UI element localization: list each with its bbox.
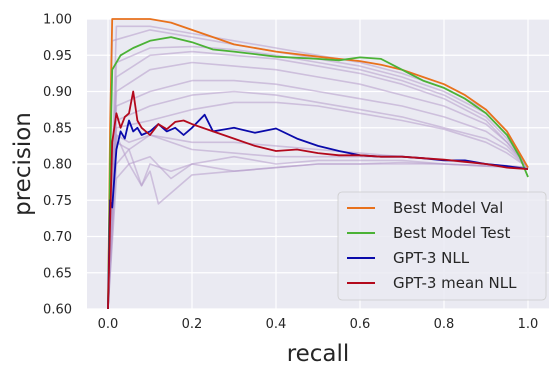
legend-label: Best Model Val <box>393 199 503 217</box>
series-line-gpt-3-mean-nll <box>107 90 529 310</box>
y-tick-label: 0.65 <box>43 266 72 281</box>
legend-label: GPT-3 mean NLL <box>393 274 517 292</box>
background-run-line <box>107 134 529 310</box>
y-tick-label: 0.60 <box>43 303 72 318</box>
x-tick-label: 0.0 <box>98 317 119 332</box>
background-run-line <box>107 50 529 310</box>
series-line-best-model-test <box>107 36 529 310</box>
x-tick-label: 0.6 <box>350 317 371 332</box>
x-tick-label: 0.2 <box>182 317 203 332</box>
background-run-line <box>107 90 529 310</box>
legend: Best Model Val Best Model Test GPT-3 NLL GP… <box>337 191 547 301</box>
background-run-line <box>107 101 529 310</box>
y-axis-label: precision <box>10 112 36 216</box>
legend-box <box>337 191 547 301</box>
background-run-line <box>107 79 529 310</box>
legend-label: GPT-3 NLL <box>393 249 470 267</box>
y-tick-label: 0.70 <box>43 230 72 245</box>
background-run-line <box>107 45 529 310</box>
x-tick-label: 1.0 <box>518 317 539 332</box>
legend-label: Best Model Test <box>393 224 510 242</box>
background-run-line <box>107 61 529 310</box>
series-layer <box>107 18 529 310</box>
x-tick-label: 0.4 <box>266 317 287 332</box>
y-tick-label: 0.80 <box>43 158 72 173</box>
series-line-best-model-val <box>107 18 529 310</box>
x-axis-label: recall <box>287 341 350 365</box>
y-tick-label: 0.75 <box>43 194 72 209</box>
y-tick-label: 0.95 <box>43 49 72 64</box>
y-tick-label: 0.85 <box>43 121 72 136</box>
y-tick-label: 1.00 <box>43 13 72 28</box>
tick-labels: 0.0 0.2 0.4 0.6 0.8 1.0 0.60 0.65 0.70 0.75 0.80 0.… <box>43 13 538 333</box>
y-tick-label: 0.90 <box>43 85 72 100</box>
x-tick-label: 0.8 <box>434 317 455 332</box>
